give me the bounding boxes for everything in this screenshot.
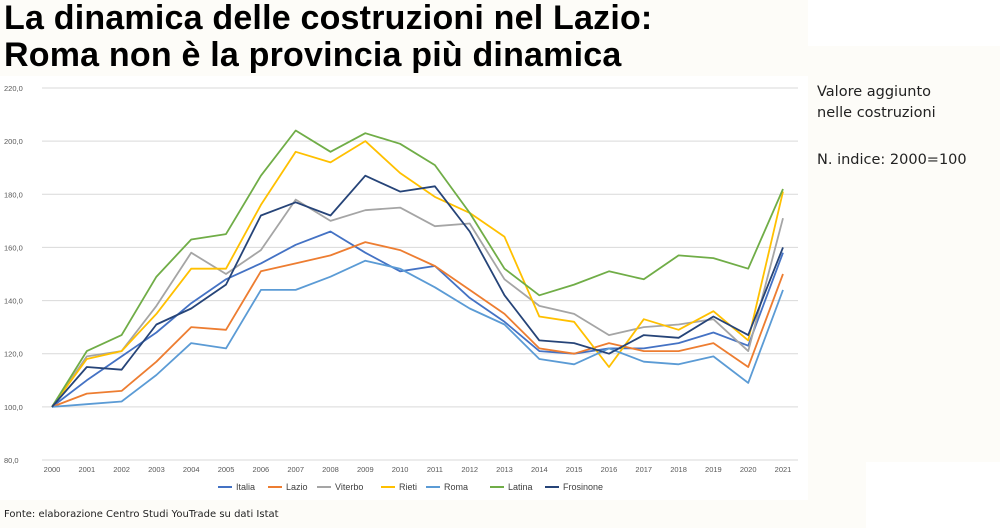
legend-label: Italia: [236, 482, 255, 492]
chart-legend: Italia Lazio Viterbo Rieti Roma Latina Frosino…: [218, 482, 603, 492]
x-tick-label: 2013: [496, 465, 513, 474]
series-line-italia: [51, 230, 784, 408]
x-tick-label: 2015: [566, 465, 583, 474]
y-tick-label: 160,0: [4, 243, 23, 252]
index-note: N. indice: 2000=100: [817, 152, 967, 168]
x-tick-label: 2019: [705, 465, 722, 474]
legend-label: Rieti: [399, 482, 417, 492]
x-tick-label: 2008: [322, 465, 339, 474]
x-axis-tick-labels: 2000 2001 2002 2003 2004 2005 2006 2007 2008 2009…: [44, 465, 792, 474]
side-panel-background: [808, 0, 1000, 46]
x-tick-label: 2016: [601, 465, 618, 474]
x-tick-label: 2020: [740, 465, 757, 474]
x-tick-label: 2021: [775, 465, 792, 474]
legend-label: Lazio: [286, 482, 308, 492]
y-tick-label: 140,0: [4, 297, 23, 306]
x-tick-label: 2000: [44, 465, 61, 474]
y-tick-label: 200,0: [4, 137, 23, 146]
x-tick-label: 2018: [670, 465, 687, 474]
x-tick-label: 2002: [113, 465, 130, 474]
title-line-2: Roma non è la provincia più dinamica: [4, 36, 622, 74]
line-chart: 80,0100,0120,0140,0160,0180,0200,0220,0 …: [4, 84, 798, 492]
legend-label: Viterbo: [335, 482, 363, 492]
x-tick-label: 2004: [183, 465, 200, 474]
side-panel-background-lower: [866, 462, 1000, 528]
y-tick-label: 80,0: [4, 456, 19, 465]
series-line-viterbo: [51, 198, 784, 408]
y-tick-label: 100,0: [4, 403, 23, 412]
y-tick-label: 120,0: [4, 350, 23, 359]
x-tick-label: 2005: [218, 465, 235, 474]
legend-label: Roma: [444, 482, 468, 492]
x-tick-label: 2014: [531, 465, 548, 474]
side-note-line-2: nelle costruzioni: [817, 105, 936, 121]
series-line-frosinone: [51, 174, 784, 408]
series-line-rieti: [51, 140, 784, 408]
x-tick-label: 2001: [78, 465, 95, 474]
y-axis-tick-labels: 80,0 100,0 120,0 140,0 160,0 180,0 200,0 220,0: [4, 84, 23, 465]
grid-lines: [42, 87, 798, 461]
side-note-line-1: Valore aggiunto: [817, 84, 932, 100]
legend-label: Latina: [508, 482, 533, 492]
x-tick-label: 2010: [392, 465, 409, 474]
x-tick-label: 2006: [253, 465, 270, 474]
x-tick-label: 2017: [635, 465, 652, 474]
legend-label: Frosinone: [563, 482, 603, 492]
series-line-roma: [51, 259, 784, 408]
series-line-latina: [51, 129, 784, 408]
y-tick-label: 220,0: [4, 84, 23, 93]
page-title: La dinamica delle costruzioni nel Lazio:…: [4, 0, 652, 74]
series-lines: [51, 129, 784, 408]
series-line-lazio: [51, 241, 784, 408]
x-tick-label: 2003: [148, 465, 165, 474]
title-line-1: La dinamica delle costruzioni nel Lazio:: [4, 0, 653, 37]
chart-description: Valore aggiunto nelle costruzioni: [817, 82, 936, 124]
source-note: Fonte: elaborazione Centro Studi YouTrad…: [4, 509, 279, 520]
x-tick-label: 2011: [427, 465, 443, 474]
y-tick-label: 180,0: [4, 190, 23, 199]
x-tick-label: 2012: [461, 465, 478, 474]
x-tick-label: 2009: [357, 465, 374, 474]
x-tick-label: 2007: [287, 465, 304, 474]
